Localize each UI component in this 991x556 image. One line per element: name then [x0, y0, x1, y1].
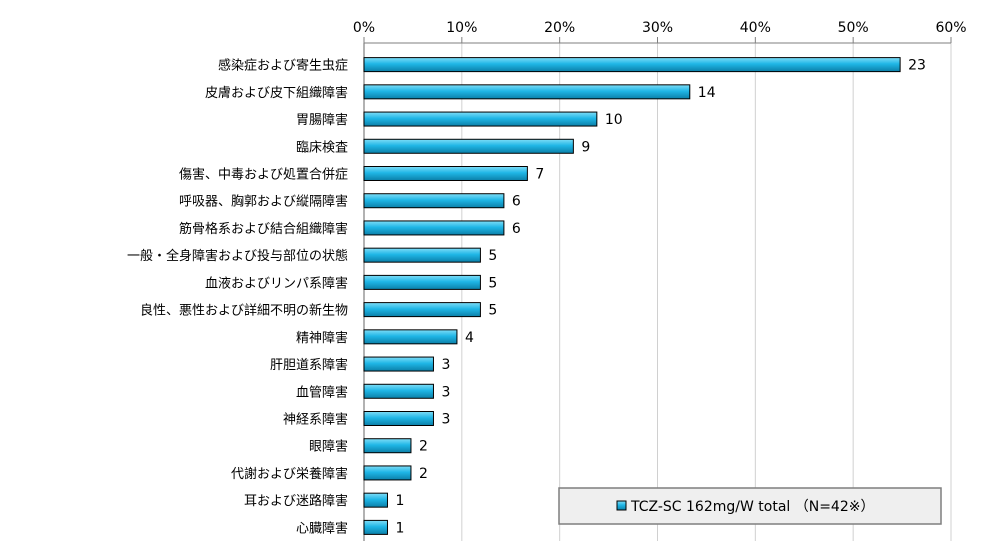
category-label: 感染症および寄生虫症	[218, 58, 348, 74]
category-label: 精神障害	[296, 330, 348, 346]
x-tick-label: 20%	[544, 20, 575, 36]
data-label: 6	[512, 194, 521, 210]
category-label: 筋骨格系および結合組織障害	[179, 221, 348, 237]
bar	[363, 247, 481, 263]
bar	[363, 220, 505, 236]
bar	[363, 465, 412, 481]
bar	[363, 57, 901, 73]
x-axis-ticks: 0% 10% 20% 30% 40% 50% 60%	[353, 20, 967, 36]
category-label: 血管障害	[296, 384, 348, 400]
bar	[363, 138, 574, 154]
bars	[363, 57, 901, 535]
bar	[363, 383, 434, 399]
bar	[363, 438, 412, 454]
legend: TCZ-SC 162mg/W total （N=42※）	[558, 487, 942, 525]
data-label: 23	[908, 58, 926, 74]
data-label: 9	[581, 139, 590, 155]
category-label: 血液およびリンパ系障害	[205, 275, 348, 291]
data-label: 1	[395, 520, 404, 536]
category-label: 胃腸障害	[296, 112, 348, 128]
bar	[363, 329, 458, 345]
bar	[363, 411, 434, 426]
bar	[363, 302, 481, 318]
data-label: 2	[419, 466, 428, 482]
x-tick-label: 0%	[353, 20, 375, 36]
data-label: 3	[441, 384, 450, 400]
data-label: 10	[605, 112, 623, 128]
data-label: 3	[441, 412, 450, 428]
data-label: 5	[488, 275, 497, 291]
category-label: 代謝および栄養障害	[231, 466, 348, 482]
data-label: 6	[512, 221, 521, 237]
bar	[363, 492, 388, 508]
bar	[363, 356, 434, 372]
bar	[363, 111, 598, 127]
category-labels: 感染症および寄生虫症皮膚および皮下組織障害胃腸障害臨床検査傷害、中毒および処置合…	[127, 58, 348, 537]
data-label: 2	[419, 439, 428, 455]
data-label: 1	[395, 493, 404, 509]
data-label: 14	[698, 85, 716, 101]
category-label: 肝胆道系障害	[270, 357, 348, 373]
bar	[363, 519, 388, 535]
data-label: 5	[488, 248, 497, 264]
category-label: 皮膚および皮下組織障害	[205, 85, 348, 101]
x-tick-label: 60%	[935, 20, 966, 36]
x-tick-label: 40%	[740, 20, 771, 36]
category-label: 神経系障害	[283, 412, 348, 428]
legend-swatch	[616, 500, 627, 511]
data-label: 5	[488, 303, 497, 319]
category-label: 傷害、中毒および処置合併症	[179, 167, 348, 183]
category-label: 眼障害	[309, 439, 348, 455]
data-label: 4	[465, 330, 474, 346]
x-tick-label: 30%	[642, 20, 673, 36]
x-tick-label: 50%	[838, 20, 869, 36]
bar	[363, 193, 505, 209]
category-label: 心臓障害	[296, 520, 348, 536]
legend-label: TCZ-SC 162mg/W total （N=42※）	[630, 499, 874, 515]
category-label: 一般・全身障害および投与部位の状態	[127, 248, 348, 264]
category-label: 呼吸器、胸郭および縦隔障害	[179, 194, 348, 210]
data-label: 3	[441, 357, 450, 373]
data-label: 7	[535, 167, 544, 183]
category-label: 臨床検査	[296, 140, 348, 155]
bar	[363, 166, 528, 181]
x-tick-label: 10%	[446, 20, 477, 36]
category-label: 耳および迷路障害	[244, 493, 348, 509]
bar	[363, 274, 481, 290]
category-label: 良性、悪性および詳細不明の新生物	[140, 303, 348, 319]
bar	[363, 84, 691, 100]
